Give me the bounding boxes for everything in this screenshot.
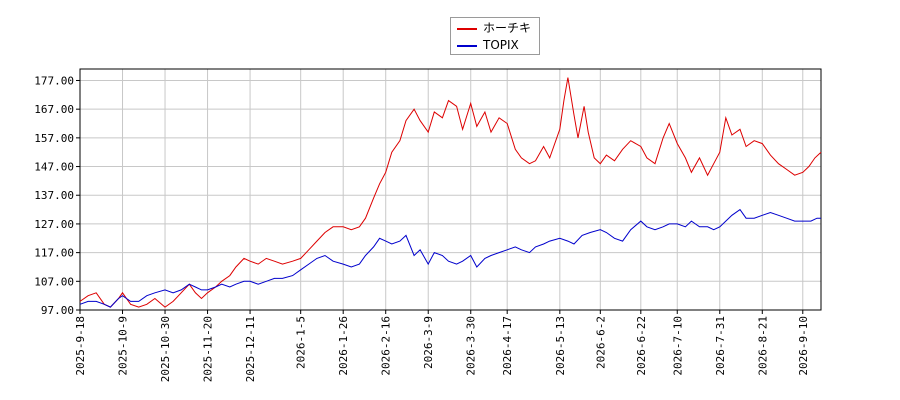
legend-swatch-topix (457, 44, 477, 47)
y-tick-label: 97.00 (41, 304, 74, 317)
x-tick-label: 2026-8-21 (756, 316, 769, 376)
x-tick-label: 2026-6-2 (594, 316, 607, 369)
legend-label-hochiki: ホーチキ (483, 21, 532, 35)
series-line-topix (79, 208, 821, 308)
legend-item-hochiki: ホーチキ (457, 20, 531, 36)
x-tick-label: 2026-6-22 (635, 316, 648, 376)
legend: ホーチキ TOPIX (450, 17, 540, 55)
legend-swatch-hochiki (457, 27, 477, 30)
y-tick-label: 147.00 (34, 161, 74, 174)
x-tick-label: 2025-12-11 (244, 316, 257, 382)
y-tick-label: 177.00 (34, 74, 74, 87)
plot-frame (79, 68, 822, 311)
series-line-hochiki (79, 77, 822, 308)
legend-label-topix: TOPIX (483, 38, 519, 52)
y-tick-label: 127.00 (34, 218, 74, 231)
y-tick-label: 117.00 (34, 247, 74, 260)
x-tick-label: 2026-1-5 (295, 316, 308, 369)
x-tick-label: 2026-9-10 (797, 316, 810, 376)
x-tick-label: 2026-3-9 (422, 316, 435, 369)
x-tick-label: 2025-10-30 (159, 316, 172, 382)
y-tick-label: 157.00 (34, 132, 74, 145)
x-tick-label: 2026-2-16 (380, 316, 393, 376)
x-tick-label: 2026-5-13 (554, 316, 567, 376)
x-tick-label: 2025-9-18 (74, 316, 87, 376)
x-tick-label: 2026-1-26 (337, 316, 350, 376)
x-tick-label: 2026-3-30 (465, 316, 478, 376)
y-tick-label: 167.00 (34, 103, 74, 116)
x-tick-label: 2026-7-31 (714, 316, 727, 376)
x-tick-label: 2026-4-17 (501, 316, 514, 376)
y-tick-label: 137.00 (34, 189, 74, 202)
x-tick-label: 2026-7-10 (671, 316, 684, 376)
x-tick-label: 2025-11-20 (202, 316, 215, 382)
x-tick-label: 2025-10-9 (117, 316, 130, 376)
legend-item-topix: TOPIX (457, 37, 519, 53)
y-tick-label: 107.00 (34, 275, 74, 288)
